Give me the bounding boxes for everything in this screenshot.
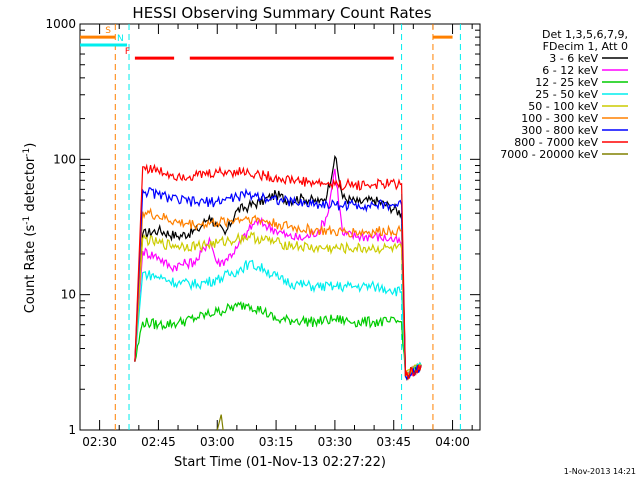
legend-header-line-2: FDecim 1, Att 0 <box>543 40 628 53</box>
chart-title: HESSI Observing Summary Count Rates <box>132 4 431 22</box>
x-tick-label: 03:30 <box>318 435 353 449</box>
x-tick-label: 03:45 <box>376 435 411 449</box>
legend-item-label: 7000 - 20000 keV <box>500 148 598 161</box>
y-axis: 1 10 100 1000 <box>45 17 480 437</box>
series-line <box>134 187 422 381</box>
x-tick-label: 03:15 <box>259 435 294 449</box>
series-line <box>134 154 422 381</box>
footer-date: 1-Nov-2013 14:21 <box>564 467 636 476</box>
series-line <box>216 414 224 431</box>
legend-item-label: 100 - 300 keV <box>521 112 598 125</box>
legend-item-label: 6 - 12 keV <box>542 64 598 77</box>
legend-item-label: 300 - 800 keV <box>521 124 598 137</box>
x-tick-label: 04:00 <box>435 435 470 449</box>
flag-bar-label: N <box>117 34 124 44</box>
legend-header-line-1: Det 1,3,5,6,7,9, <box>542 28 628 41</box>
flag-bar-label: S <box>105 26 111 36</box>
y-tick-label: 1000 <box>45 17 76 31</box>
series-lines <box>134 154 422 431</box>
series-line <box>134 168 422 377</box>
legend: Det 1,3,5,6,7,9, FDecim 1, Att 0 3 - 6 k… <box>500 28 628 161</box>
series-line <box>134 300 422 379</box>
y-tick-label: 1 <box>68 423 76 437</box>
legend-item-label: 50 - 100 keV <box>528 100 598 113</box>
series-line <box>134 259 422 379</box>
x-tick-label: 02:30 <box>82 435 117 449</box>
x-axis: 02:30 02:45 03:00 03:15 03:30 03:45 04:00 <box>79 24 473 449</box>
legend-item-label: 800 - 7000 keV <box>514 136 598 149</box>
plot-frame <box>79 23 481 431</box>
x-tick-label: 02:45 <box>141 435 176 449</box>
flag-bars: SNF <box>80 26 453 60</box>
y-axis-label: Count Rate (s-1 detector-1) <box>22 143 38 314</box>
series-line <box>134 163 422 381</box>
legend-item-label: 3 - 6 keV <box>549 52 598 65</box>
x-tick-label: 03:00 <box>200 435 235 449</box>
flag-bar-label: F <box>125 47 130 57</box>
legend-item-label: 25 - 50 keV <box>535 88 598 101</box>
y-tick-label: 100 <box>53 152 76 166</box>
series-line <box>134 207 422 379</box>
y-tick-label: 10 <box>61 288 76 302</box>
series-line <box>134 231 422 377</box>
x-axis-label: Start Time (01-Nov-13 02:27:22) <box>174 455 386 470</box>
legend-item-label: 12 - 25 keV <box>535 76 598 89</box>
